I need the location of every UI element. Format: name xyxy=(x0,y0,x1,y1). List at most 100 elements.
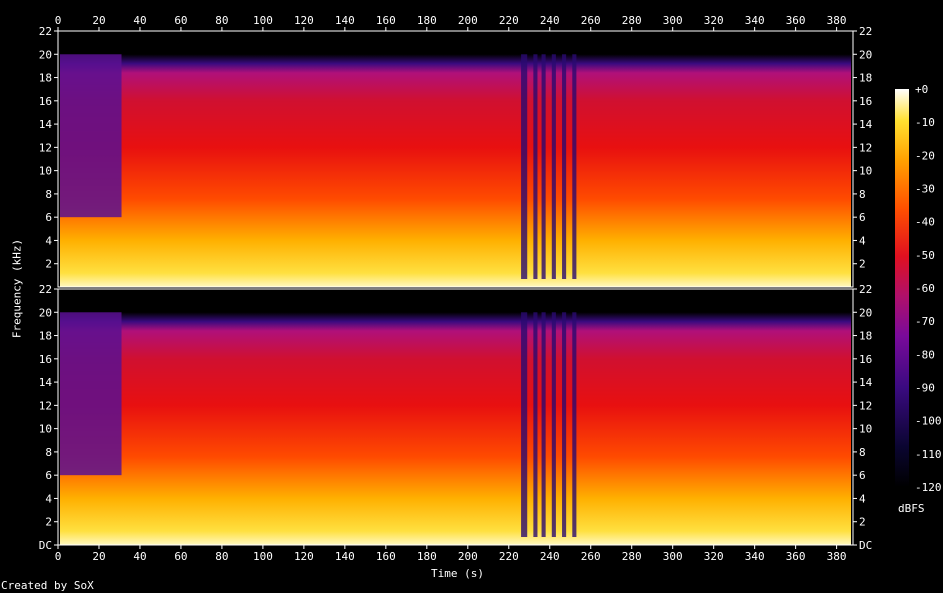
x-tick-label-top: 100 xyxy=(253,14,273,27)
panel-frame xyxy=(57,30,854,288)
y-tick-label-right: 14 xyxy=(859,118,873,131)
y-tick-label-right: 4 xyxy=(859,492,866,505)
x-tick-label-top: 160 xyxy=(376,14,396,27)
colorbar-unit-label: dBFS xyxy=(898,502,925,515)
quiet-stripe xyxy=(551,54,556,279)
y-tick-label-right: DC xyxy=(859,539,872,552)
colorbar-tick-label: -60 xyxy=(915,282,935,295)
y-tick-label-left: 8 xyxy=(45,446,52,459)
x-tick-label-bottom: 280 xyxy=(622,550,642,563)
credit-label: Created by SoX xyxy=(1,579,94,592)
y-tick-label-right: 10 xyxy=(859,165,872,178)
x-tick-label-bottom: 100 xyxy=(253,550,273,563)
y-tick-label-left: 20 xyxy=(39,48,52,61)
quiet-stripe xyxy=(521,312,528,537)
x-tick-label-top: 180 xyxy=(417,14,437,27)
x-tick-label-bottom: 220 xyxy=(499,550,519,563)
y-tick-label-left: 22 xyxy=(39,283,52,296)
x-axis-label: Time (s) xyxy=(431,567,484,580)
x-tick-label-top: 60 xyxy=(174,14,187,27)
x-tick-label-bottom: 180 xyxy=(417,550,437,563)
colorbar-tick-label: -10 xyxy=(915,116,935,129)
colorbar-tick-label: +0 xyxy=(915,83,928,96)
y-tick-label-left: 14 xyxy=(39,118,53,131)
y-tick-label-left: 6 xyxy=(45,469,52,482)
quiet-stripe xyxy=(551,312,556,537)
y-tick-label-right: 12 xyxy=(859,399,872,412)
colorbar-tick-label: -110 xyxy=(915,448,942,461)
x-tick-label-top: 80 xyxy=(215,14,228,27)
channel-panel-bottom xyxy=(58,289,853,545)
x-tick-label-top: 260 xyxy=(581,14,601,27)
x-tick-label-top: 340 xyxy=(745,14,765,27)
intro-quiet-region xyxy=(60,312,122,476)
x-tick-label-bottom: 40 xyxy=(133,550,146,563)
y-tick-label-left: DC xyxy=(39,539,52,552)
y-tick-label-right: 18 xyxy=(859,72,872,85)
y-axis-label: Frequency (kHz) xyxy=(10,238,24,339)
y-tick-label-left: 4 xyxy=(45,492,52,505)
channel-panel-top xyxy=(58,31,853,287)
y-tick-label-left: 16 xyxy=(39,95,52,108)
quiet-stripe xyxy=(541,312,546,537)
y-tick-label-right: 12 xyxy=(859,141,872,154)
y-tick-label-right: 16 xyxy=(859,353,872,366)
panel-frame xyxy=(57,288,854,546)
y-tick-label-right: 22 xyxy=(859,283,872,296)
intro-quiet-region xyxy=(60,54,122,218)
colorbar-tick-label: -70 xyxy=(915,315,935,328)
spectrogram-energy xyxy=(60,54,851,287)
x-tick-label-top: 120 xyxy=(294,14,314,27)
quiet-stripe xyxy=(562,54,567,279)
colorbar-tick-label: -40 xyxy=(915,216,935,229)
y-tick-label-left: 6 xyxy=(45,211,52,224)
x-tick-label-bottom: 0 xyxy=(55,550,62,563)
colorbar-tick-label: -100 xyxy=(915,415,942,428)
y-tick-label-left: 12 xyxy=(39,141,52,154)
x-tick-label-bottom: 380 xyxy=(827,550,847,563)
y-tick-label-right: 8 xyxy=(859,188,866,201)
y-tick-label-right: 20 xyxy=(859,306,872,319)
x-tick-label-bottom: 160 xyxy=(376,550,396,563)
spectrogram-energy xyxy=(60,312,851,545)
x-tick-label-bottom: 340 xyxy=(745,550,765,563)
x-tick-label-bottom: 120 xyxy=(294,550,314,563)
x-tick-label-top: 300 xyxy=(663,14,683,27)
y-tick-label-right: 4 xyxy=(859,234,866,247)
y-tick-label-right: 18 xyxy=(859,330,872,343)
x-tick-label-bottom: 200 xyxy=(458,550,478,563)
x-tick-label-top: 360 xyxy=(786,14,806,27)
y-tick-label-left: 18 xyxy=(39,72,52,85)
y-tick-label-right: 22 xyxy=(859,25,872,38)
x-tick-label-top: 40 xyxy=(133,14,146,27)
x-tick-label-top: 280 xyxy=(622,14,642,27)
y-tick-label-right: 6 xyxy=(859,469,866,482)
y-tick-label-right: 8 xyxy=(859,446,866,459)
x-tick-label-top: 380 xyxy=(827,14,847,27)
x-tick-label-bottom: 140 xyxy=(335,550,355,563)
y-tick-label-right: 6 xyxy=(859,211,866,224)
y-tick-label-left: 8 xyxy=(45,188,52,201)
y-tick-label-right: 20 xyxy=(859,48,872,61)
quiet-stripe xyxy=(572,54,577,279)
y-tick-label-right: 2 xyxy=(859,516,866,529)
quiet-stripe xyxy=(521,54,528,279)
y-tick-label-left: 2 xyxy=(45,258,52,271)
x-tick-label-top: 240 xyxy=(540,14,560,27)
y-tick-label-left: 12 xyxy=(39,399,52,412)
y-tick-label-right: 10 xyxy=(859,423,872,436)
x-tick-label-bottom: 300 xyxy=(663,550,683,563)
y-tick-label-left: 10 xyxy=(39,423,52,436)
x-tick-label-bottom: 320 xyxy=(704,550,724,563)
colorbar xyxy=(895,89,909,487)
x-tick-label-bottom: 240 xyxy=(540,550,560,563)
colorbar-tick-label: -90 xyxy=(915,382,935,395)
x-tick-label-bottom: 260 xyxy=(581,550,601,563)
y-tick-label-left: 2 xyxy=(45,516,52,529)
quiet-stripe xyxy=(533,54,538,279)
y-tick-label-right: 14 xyxy=(859,376,873,389)
quiet-stripe xyxy=(562,312,567,537)
y-tick-label-left: 10 xyxy=(39,165,52,178)
